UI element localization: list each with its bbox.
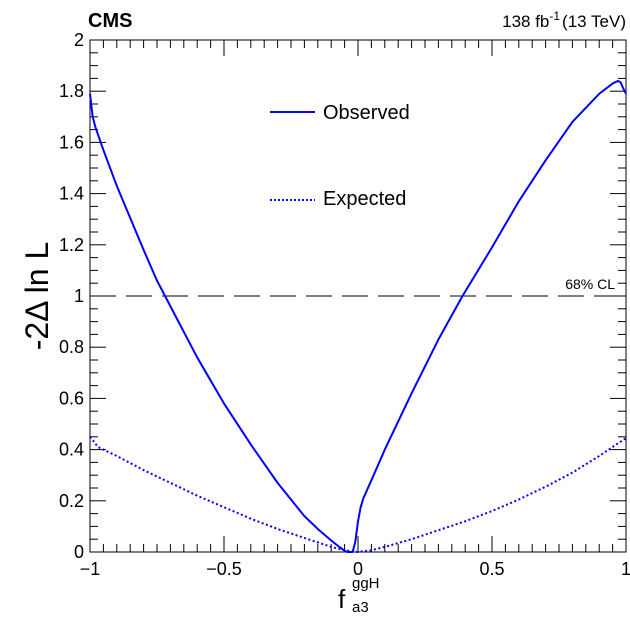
legend: Observed Expected: [270, 102, 410, 210]
legend-expected-label: Expected: [323, 188, 406, 210]
series-group: [89, 79, 627, 553]
energy-value: (13 TeV): [562, 12, 626, 31]
x-tick-label: −0.5: [206, 559, 242, 579]
y-tick-label: 1.4: [59, 184, 84, 204]
series-expected-curve: [89, 436, 627, 553]
luminosity-label: 138 fb-1 (13 TeV): [502, 9, 626, 31]
y-tick-label: 1.2: [59, 235, 84, 255]
reference-line-label: 68% CL: [565, 276, 615, 292]
y-tick-label: 2: [74, 30, 84, 50]
y-tick-label: 0.2: [59, 491, 84, 511]
x-tick-label: 0.5: [479, 559, 504, 579]
x-axis-title-main: f: [338, 584, 346, 614]
experiment-label: CMS: [88, 10, 132, 32]
y-tick-label: 1.8: [59, 81, 84, 101]
series-observed-curve: [89, 79, 627, 553]
x-tick-label: 0: [353, 559, 363, 579]
axis-ticks: 0 0.2 0.4 0.6 0.8 1 1.2 1.4 1.6 1.8 2 −1 −0.5 0 0.5 1: [59, 30, 630, 579]
luminosity-exponent: -1: [549, 9, 560, 23]
luminosity-value: 138 fb: [502, 12, 549, 31]
x-axis-title: f ggH a3: [338, 575, 380, 616]
y-tick-label: 0.8: [59, 337, 84, 357]
y-tick-label: 1.6: [59, 132, 84, 152]
legend-observed-label: Observed: [323, 102, 410, 124]
y-tick-label: 1: [74, 286, 84, 306]
y-tick-label: 0.6: [59, 388, 84, 408]
y-tick-label: 0.4: [59, 440, 84, 460]
x-tick-label: 1: [621, 559, 630, 579]
y-tick-label: 0: [74, 542, 84, 562]
x-axis-title-sub: a3: [352, 599, 369, 616]
x-tick-label: −1: [80, 559, 101, 579]
y-axis-title: -2Δ ln L: [19, 242, 55, 351]
x-axis-title-sup: ggH: [352, 575, 380, 592]
